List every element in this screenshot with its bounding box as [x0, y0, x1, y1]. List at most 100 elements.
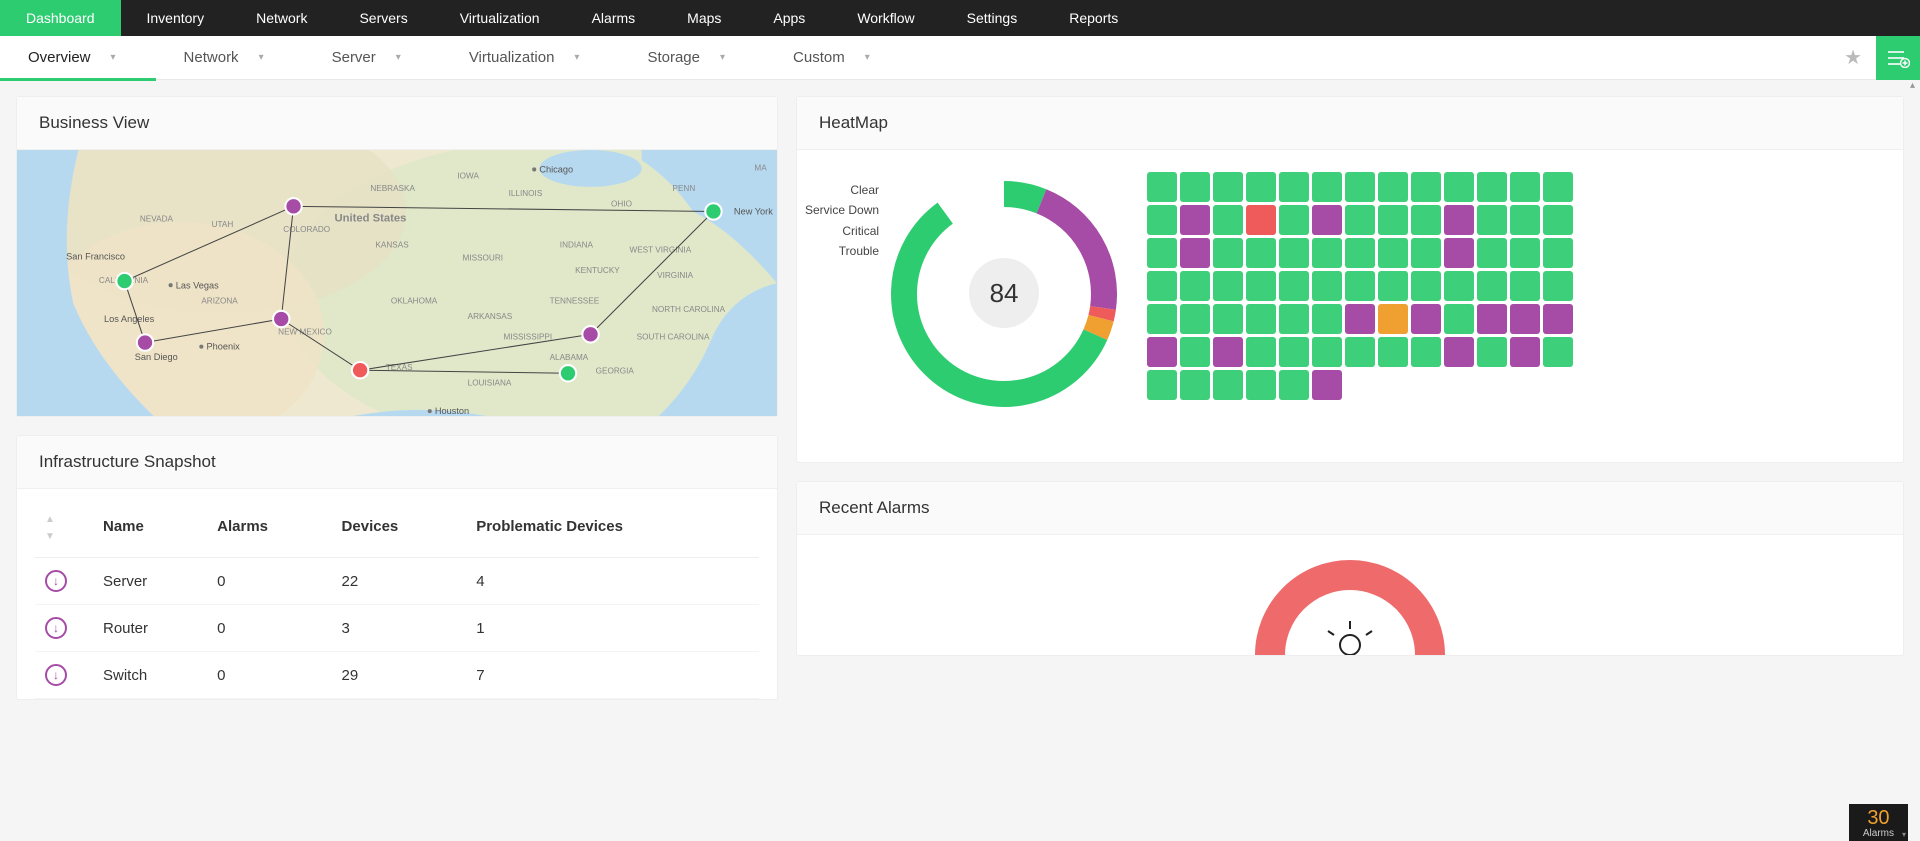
heat-cell[interactable]: [1147, 238, 1177, 268]
heat-cell[interactable]: [1510, 337, 1540, 367]
sort-icon[interactable]: ▲▼: [35, 495, 93, 558]
column-header[interactable]: Name: [93, 495, 207, 558]
heat-cell[interactable]: [1147, 370, 1177, 400]
heat-cell[interactable]: [1543, 238, 1573, 268]
heat-cell[interactable]: [1345, 238, 1375, 268]
heat-cell[interactable]: [1444, 304, 1474, 334]
table-row[interactable]: ↓Server0224: [35, 558, 759, 605]
topnav-item-alarms[interactable]: Alarms: [566, 0, 662, 36]
heat-cell[interactable]: [1213, 370, 1243, 400]
heat-cell[interactable]: [1180, 337, 1210, 367]
heat-cell[interactable]: [1147, 205, 1177, 235]
table-row[interactable]: ↓Router031: [35, 605, 759, 652]
heat-cell[interactable]: [1378, 337, 1408, 367]
heat-cell[interactable]: [1180, 172, 1210, 202]
subnav-tab-overview[interactable]: Overview▾: [0, 36, 156, 80]
heat-cell[interactable]: [1279, 304, 1309, 334]
heat-cell[interactable]: [1411, 304, 1441, 334]
heat-cell[interactable]: [1147, 172, 1177, 202]
heat-cell[interactable]: [1312, 370, 1342, 400]
heat-cell[interactable]: [1477, 337, 1507, 367]
heat-cell[interactable]: [1279, 238, 1309, 268]
heat-cell[interactable]: [1246, 205, 1276, 235]
heatmap-grid[interactable]: [1147, 172, 1573, 400]
heat-cell[interactable]: [1543, 205, 1573, 235]
column-header[interactable]: Problematic Devices: [466, 495, 759, 558]
heat-cell[interactable]: [1279, 337, 1309, 367]
topnav-item-dashboard[interactable]: Dashboard: [0, 0, 121, 36]
heat-cell[interactable]: [1510, 172, 1540, 202]
topnav-item-workflow[interactable]: Workflow: [831, 0, 940, 36]
heat-cell[interactable]: [1411, 172, 1441, 202]
heat-cell[interactable]: [1279, 271, 1309, 301]
heat-cell[interactable]: [1312, 337, 1342, 367]
heat-cell[interactable]: [1378, 238, 1408, 268]
heat-cell[interactable]: [1444, 337, 1474, 367]
heat-cell[interactable]: [1444, 271, 1474, 301]
heat-cell[interactable]: [1477, 271, 1507, 301]
heat-cell[interactable]: [1378, 304, 1408, 334]
heat-cell[interactable]: [1246, 271, 1276, 301]
heat-cell[interactable]: [1246, 172, 1276, 202]
heat-cell[interactable]: [1345, 271, 1375, 301]
heat-cell[interactable]: [1180, 370, 1210, 400]
heat-cell[interactable]: [1213, 337, 1243, 367]
table-row[interactable]: ↓Switch0297: [35, 652, 759, 699]
topnav-item-servers[interactable]: Servers: [333, 0, 433, 36]
heat-cell[interactable]: [1246, 304, 1276, 334]
topnav-item-reports[interactable]: Reports: [1043, 0, 1144, 36]
subnav-tab-server[interactable]: Server▾: [304, 36, 441, 80]
topnav-item-virtualization[interactable]: Virtualization: [434, 0, 566, 36]
heat-cell[interactable]: [1312, 304, 1342, 334]
heat-cell[interactable]: [1543, 337, 1573, 367]
heat-cell[interactable]: [1147, 337, 1177, 367]
heat-cell[interactable]: [1345, 172, 1375, 202]
heat-cell[interactable]: [1345, 337, 1375, 367]
heat-cell[interactable]: [1543, 271, 1573, 301]
heat-cell[interactable]: [1444, 172, 1474, 202]
heat-cell[interactable]: [1180, 271, 1210, 301]
topnav-item-apps[interactable]: Apps: [747, 0, 831, 36]
heat-cell[interactable]: [1180, 304, 1210, 334]
column-header[interactable]: Alarms: [207, 495, 331, 558]
topnav-item-settings[interactable]: Settings: [941, 0, 1044, 36]
heatmap-donut[interactable]: 84: [887, 172, 1117, 422]
heat-cell[interactable]: [1279, 205, 1309, 235]
heat-cell[interactable]: [1543, 304, 1573, 334]
heat-cell[interactable]: [1411, 238, 1441, 268]
subnav-tab-network[interactable]: Network▾: [156, 36, 304, 80]
heat-cell[interactable]: [1345, 205, 1375, 235]
heat-cell[interactable]: [1312, 172, 1342, 202]
heat-cell[interactable]: [1279, 370, 1309, 400]
heat-cell[interactable]: [1246, 238, 1276, 268]
heat-cell[interactable]: [1246, 370, 1276, 400]
heat-cell[interactable]: [1444, 238, 1474, 268]
heat-cell[interactable]: [1543, 172, 1573, 202]
heat-cell[interactable]: [1378, 172, 1408, 202]
favorite-star-icon[interactable]: ★: [1830, 45, 1876, 70]
heat-cell[interactable]: [1213, 205, 1243, 235]
heat-cell[interactable]: [1477, 172, 1507, 202]
heat-cell[interactable]: [1213, 304, 1243, 334]
heat-cell[interactable]: [1477, 304, 1507, 334]
topnav-item-inventory[interactable]: Inventory: [121, 0, 231, 36]
add-widget-button[interactable]: [1876, 36, 1920, 80]
heat-cell[interactable]: [1312, 205, 1342, 235]
heat-cell[interactable]: [1312, 271, 1342, 301]
subnav-tab-virtualization[interactable]: Virtualization▾: [441, 36, 620, 80]
heat-cell[interactable]: [1378, 271, 1408, 301]
heat-cell[interactable]: [1345, 304, 1375, 334]
topnav-item-maps[interactable]: Maps: [661, 0, 747, 36]
heat-cell[interactable]: [1411, 205, 1441, 235]
heat-cell[interactable]: [1312, 238, 1342, 268]
heat-cell[interactable]: [1477, 205, 1507, 235]
heat-cell[interactable]: [1477, 238, 1507, 268]
heat-cell[interactable]: [1213, 238, 1243, 268]
heat-cell[interactable]: [1180, 238, 1210, 268]
subnav-tab-custom[interactable]: Custom▾: [765, 36, 910, 80]
heat-cell[interactable]: [1213, 172, 1243, 202]
business-map[interactable]: NEVADAUTAHCOLORADOKANSASNEBRASKAIOWAILLI…: [17, 150, 777, 416]
alarms-footer-badge[interactable]: 30 Alarms ▾: [1849, 804, 1908, 841]
heat-cell[interactable]: [1510, 205, 1540, 235]
heat-cell[interactable]: [1444, 205, 1474, 235]
